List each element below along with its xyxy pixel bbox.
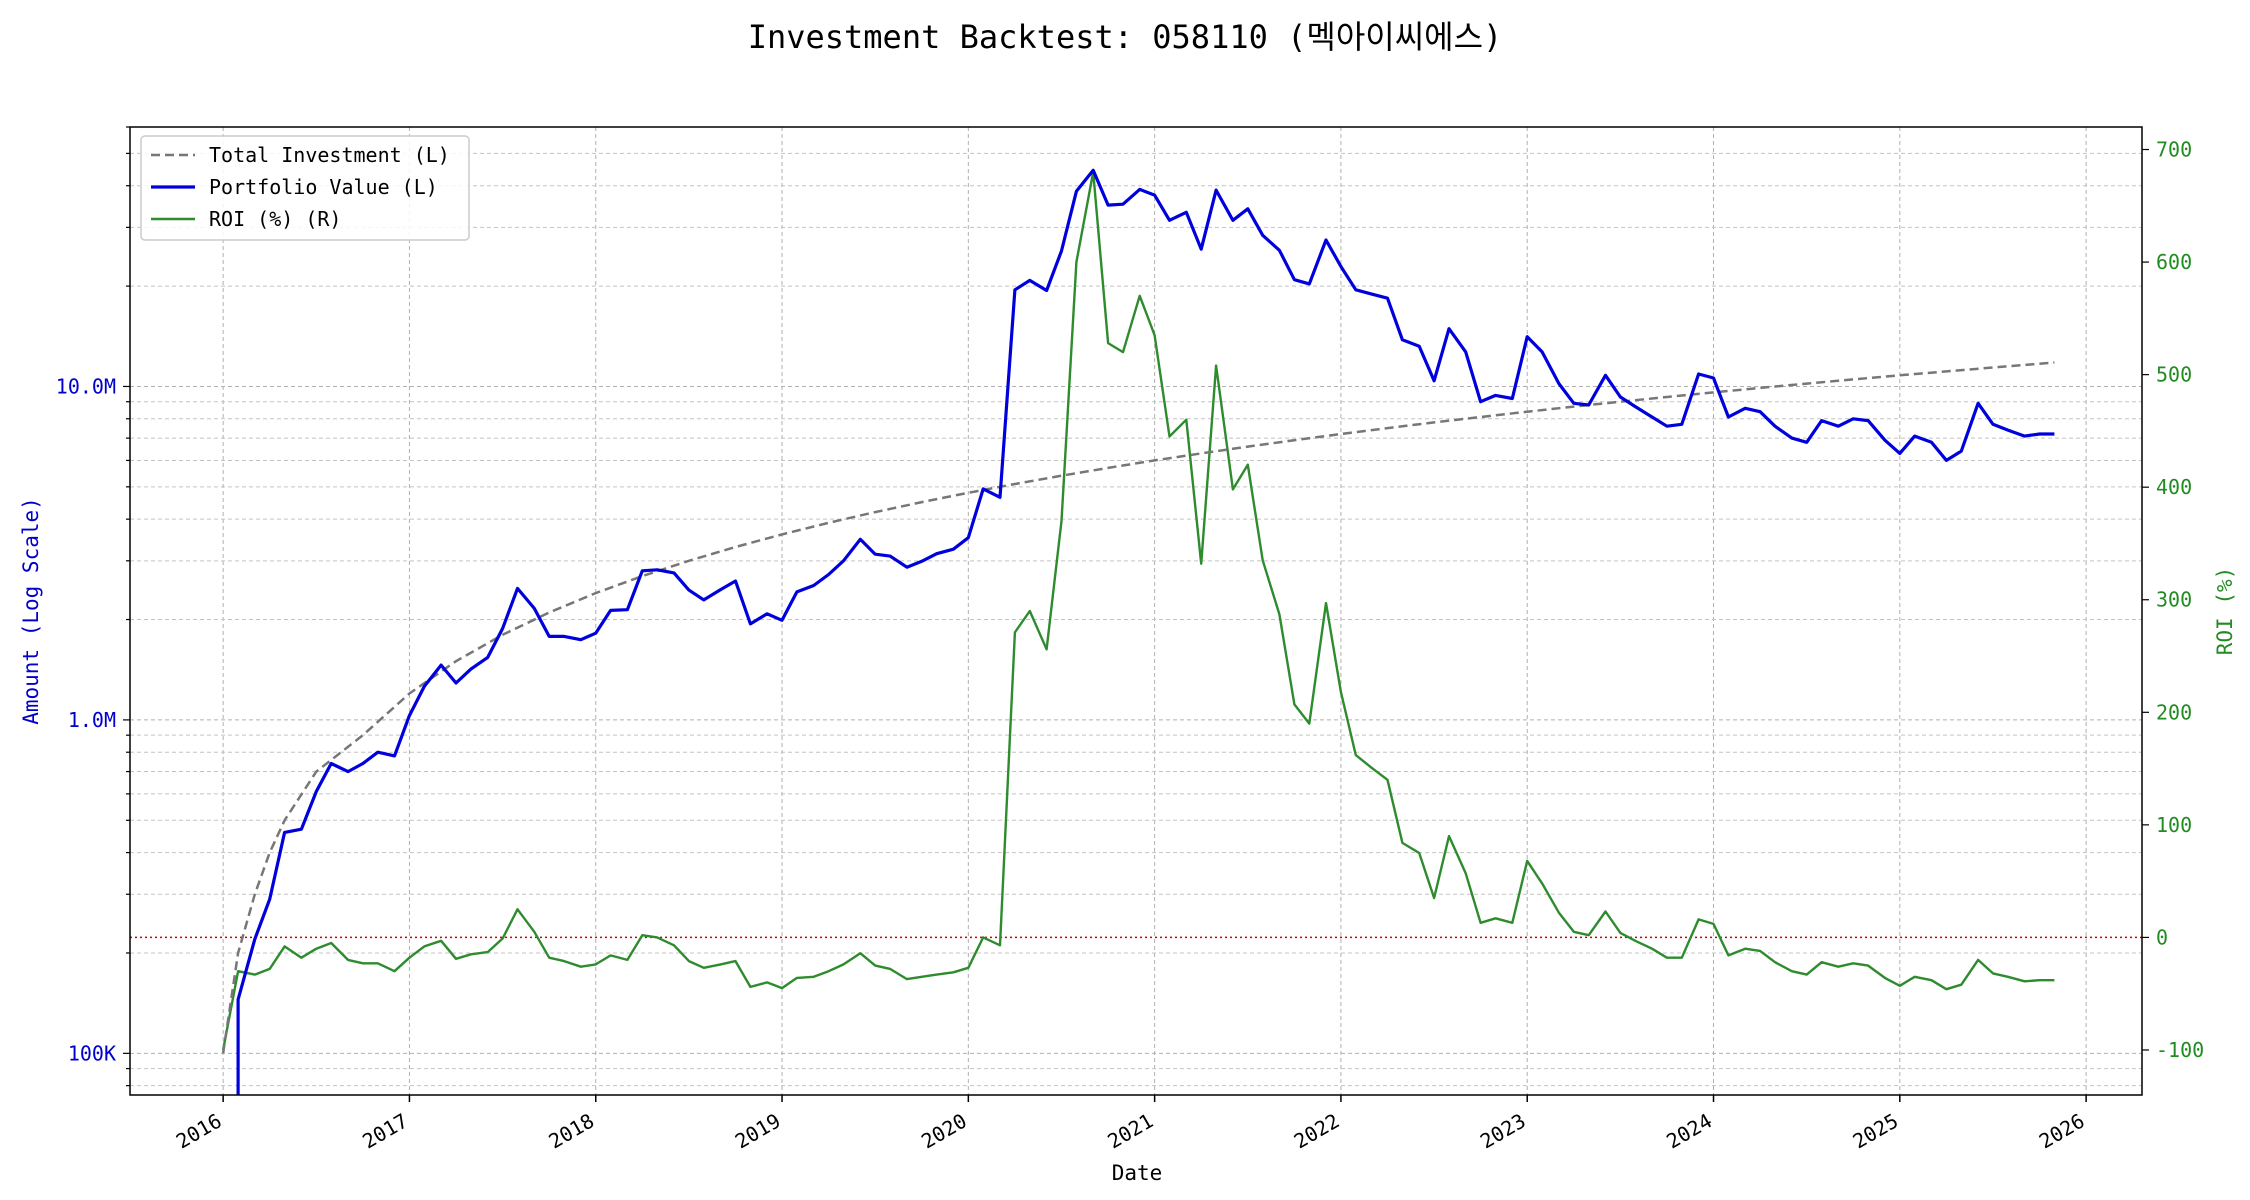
grid xyxy=(130,126,2142,1095)
series-line-0 xyxy=(221,361,2055,1054)
legend: Total Investment (L) Portfolio Value (L) R… xyxy=(140,135,470,241)
left-tick-label: 100K xyxy=(68,1041,116,1065)
x-tick-label: 2021 xyxy=(1103,1109,1157,1154)
x-tick-label: 2023 xyxy=(1476,1109,1530,1154)
series-layer xyxy=(221,168,2055,1095)
right-tick-label: 300 xyxy=(2156,588,2192,612)
right-tick-label: -100 xyxy=(2156,1038,2204,1062)
legend-label: Portfolio Value (L) xyxy=(209,175,438,199)
x-tick-label: 2020 xyxy=(917,1109,971,1154)
axes: 2016 2017 2018 2019 2020 2021 2022 2023 2024 2025… xyxy=(56,126,2204,1154)
legend-label: ROI (%) (R) xyxy=(209,207,341,231)
left-tick-label: 10.0M xyxy=(56,374,116,398)
right-tick-label: 700 xyxy=(2156,138,2192,162)
x-tick-label: 2024 xyxy=(1662,1109,1716,1154)
x-tick-label: 2026 xyxy=(2035,1109,2089,1154)
series-line-2 xyxy=(221,170,2055,1051)
series-line-1 xyxy=(236,168,2055,1095)
x-tick-label: 2017 xyxy=(358,1109,412,1154)
left-axis-label: Amount (Log Scale) xyxy=(19,497,43,725)
x-tick-label: 2019 xyxy=(731,1109,785,1154)
x-tick-label: 2022 xyxy=(1290,1109,1344,1154)
x-axis-label: Date xyxy=(1112,1161,1163,1185)
right-tick-label: 200 xyxy=(2156,700,2192,724)
plot-frame xyxy=(129,126,2143,1096)
right-tick-label: 100 xyxy=(2156,813,2192,837)
right-tick-label: 600 xyxy=(2156,250,2192,274)
x-tick-label: 2025 xyxy=(1849,1109,1903,1154)
right-tick-label: 500 xyxy=(2156,363,2192,387)
right-tick-label: 400 xyxy=(2156,475,2192,499)
right-tick-label: 0 xyxy=(2156,925,2168,949)
x-tick-label: 2016 xyxy=(172,1109,226,1154)
x-tick-label: 2018 xyxy=(545,1109,599,1154)
left-tick-label: 1.0M xyxy=(68,708,116,732)
chart-title: Investment Backtest: 058110 (멕아이씨에스) xyxy=(748,18,1503,56)
right-axis-label: ROI (%) xyxy=(2213,567,2237,656)
legend-box xyxy=(140,135,470,241)
legend-label: Total Investment (L) xyxy=(209,143,450,167)
